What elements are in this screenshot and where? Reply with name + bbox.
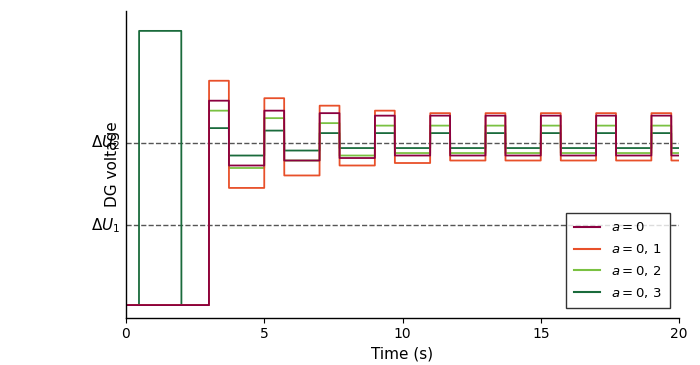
- $a = 0,\,1$: [407, 161, 416, 165]
- Y-axis label: DG voltage: DG voltage: [106, 122, 120, 207]
- $a = 0$: [122, 303, 130, 307]
- $a = 0,\,1$: [537, 111, 545, 115]
- $a = 0,\,2$: [675, 151, 683, 155]
- $a = 0,\,1$: [286, 173, 294, 178]
- $a = 0,\,3$: [407, 146, 416, 150]
- $a = 0,\,2$: [537, 123, 545, 128]
- $a = 0,\,3$: [152, 29, 160, 33]
- $a = 0,\,1$: [205, 78, 214, 83]
- Text: $\Delta U_2$: $\Delta U_2$: [91, 134, 120, 153]
- $a = 0,\,3$: [375, 131, 384, 135]
- $a = 0,\,3$: [286, 148, 294, 153]
- $a = 0$: [537, 114, 545, 118]
- $a = 0,\,2$: [205, 108, 214, 113]
- $a = 0,\,2$: [122, 303, 130, 307]
- $a = 0,\,2$: [474, 151, 482, 155]
- $a = 0$: [375, 114, 384, 118]
- $a = 0,\,1$: [122, 303, 130, 307]
- $a = 0$: [286, 158, 294, 163]
- $a = 0,\,2$: [407, 151, 416, 155]
- $a = 0,\,2$: [375, 123, 384, 128]
- $a = 0,\,1$: [474, 158, 482, 163]
- $a = 0,\,1$: [152, 303, 160, 307]
- $a = 0,\,3$: [122, 303, 130, 307]
- $a = 0,\,3$: [537, 131, 545, 135]
- $a = 0$: [407, 153, 416, 158]
- Line: $a = 0,\,2$: $a = 0,\,2$: [126, 111, 679, 305]
- Legend: $a = 0$, $a = 0,\,1$, $a = 0,\,2$, $a = 0,\,3$: $a = 0$, $a = 0,\,1$, $a = 0,\,2$, $a = …: [566, 213, 670, 308]
- Line: $a = 0,\,3$: $a = 0,\,3$: [126, 31, 679, 305]
- Line: $a = 0,\,1$: $a = 0,\,1$: [126, 81, 679, 305]
- $a = 0,\,3$: [135, 29, 143, 33]
- $a = 0$: [152, 303, 160, 307]
- X-axis label: Time (s): Time (s): [372, 347, 433, 362]
- $a = 0,\,1$: [375, 108, 384, 113]
- $a = 0$: [205, 99, 214, 103]
- Text: $\Delta U_1$: $\Delta U_1$: [91, 216, 120, 235]
- $a = 0,\,2$: [152, 303, 160, 307]
- $a = 0,\,3$: [474, 146, 482, 150]
- Line: $a = 0$: $a = 0$: [126, 101, 679, 305]
- $a = 0$: [474, 153, 482, 158]
- $a = 0,\,2$: [286, 158, 294, 163]
- $a = 0,\,1$: [675, 158, 683, 163]
- $a = 0,\,3$: [675, 146, 683, 150]
- $a = 0$: [675, 153, 683, 158]
